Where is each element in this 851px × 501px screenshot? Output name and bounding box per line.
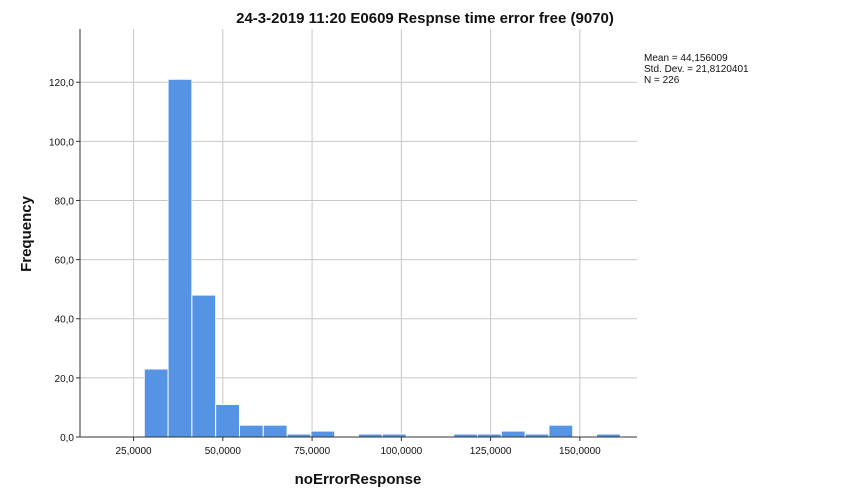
histogram-bar	[262, 424, 288, 438]
x-tick-label: 150,0000	[559, 446, 601, 457]
y-tick-label: 100,0	[49, 137, 74, 148]
x-axis-title: noErrorResponse	[295, 471, 422, 488]
axes	[79, 29, 637, 438]
x-tick-label: 100,0000	[380, 446, 422, 457]
stat-std-dev: Std. Dev. = 21,8120401	[644, 64, 749, 75]
y-tick-label: 40,0	[55, 315, 75, 326]
histogram-bar	[238, 424, 264, 438]
histogram-bar	[215, 403, 240, 438]
y-tick-labels: 0,0 20,0 40,0 60,0 80,0 100,0 120,0	[49, 78, 80, 444]
histogram-bar	[548, 424, 574, 438]
y-axis-title: Frequency	[18, 195, 35, 272]
stat-n: N = 226	[644, 75, 680, 86]
y-tick-label: 20,0	[55, 374, 75, 385]
histogram-bars	[143, 78, 621, 438]
histogram-bar	[500, 430, 526, 438]
y-tick-label: 0,0	[60, 433, 74, 444]
x-tick-label: 75,0000	[294, 446, 331, 457]
y-tick-label: 120,0	[49, 78, 74, 89]
histogram-bar	[143, 368, 169, 438]
histogram-bar	[191, 294, 217, 438]
x-tick-label: 50,0000	[205, 446, 242, 457]
y-tick-label: 80,0	[55, 196, 75, 207]
y-tick-label: 60,0	[55, 256, 75, 267]
chart-title: 24-3-2019 11:20 E0609 Respnse time error…	[236, 10, 614, 27]
statistics-legend: Mean = 44,156009 Std. Dev. = 21,8120401 …	[644, 53, 749, 86]
histogram-bar	[310, 430, 336, 438]
x-tick-label: 25,0000	[115, 446, 152, 457]
stat-mean: Mean = 44,156009	[644, 53, 728, 64]
x-tick-labels: 25,0000 50,0000 75,0000 100,0000 125,0000 150…	[115, 437, 601, 457]
histogram-bar	[167, 78, 193, 438]
x-tick-label: 125,0000	[470, 446, 512, 457]
